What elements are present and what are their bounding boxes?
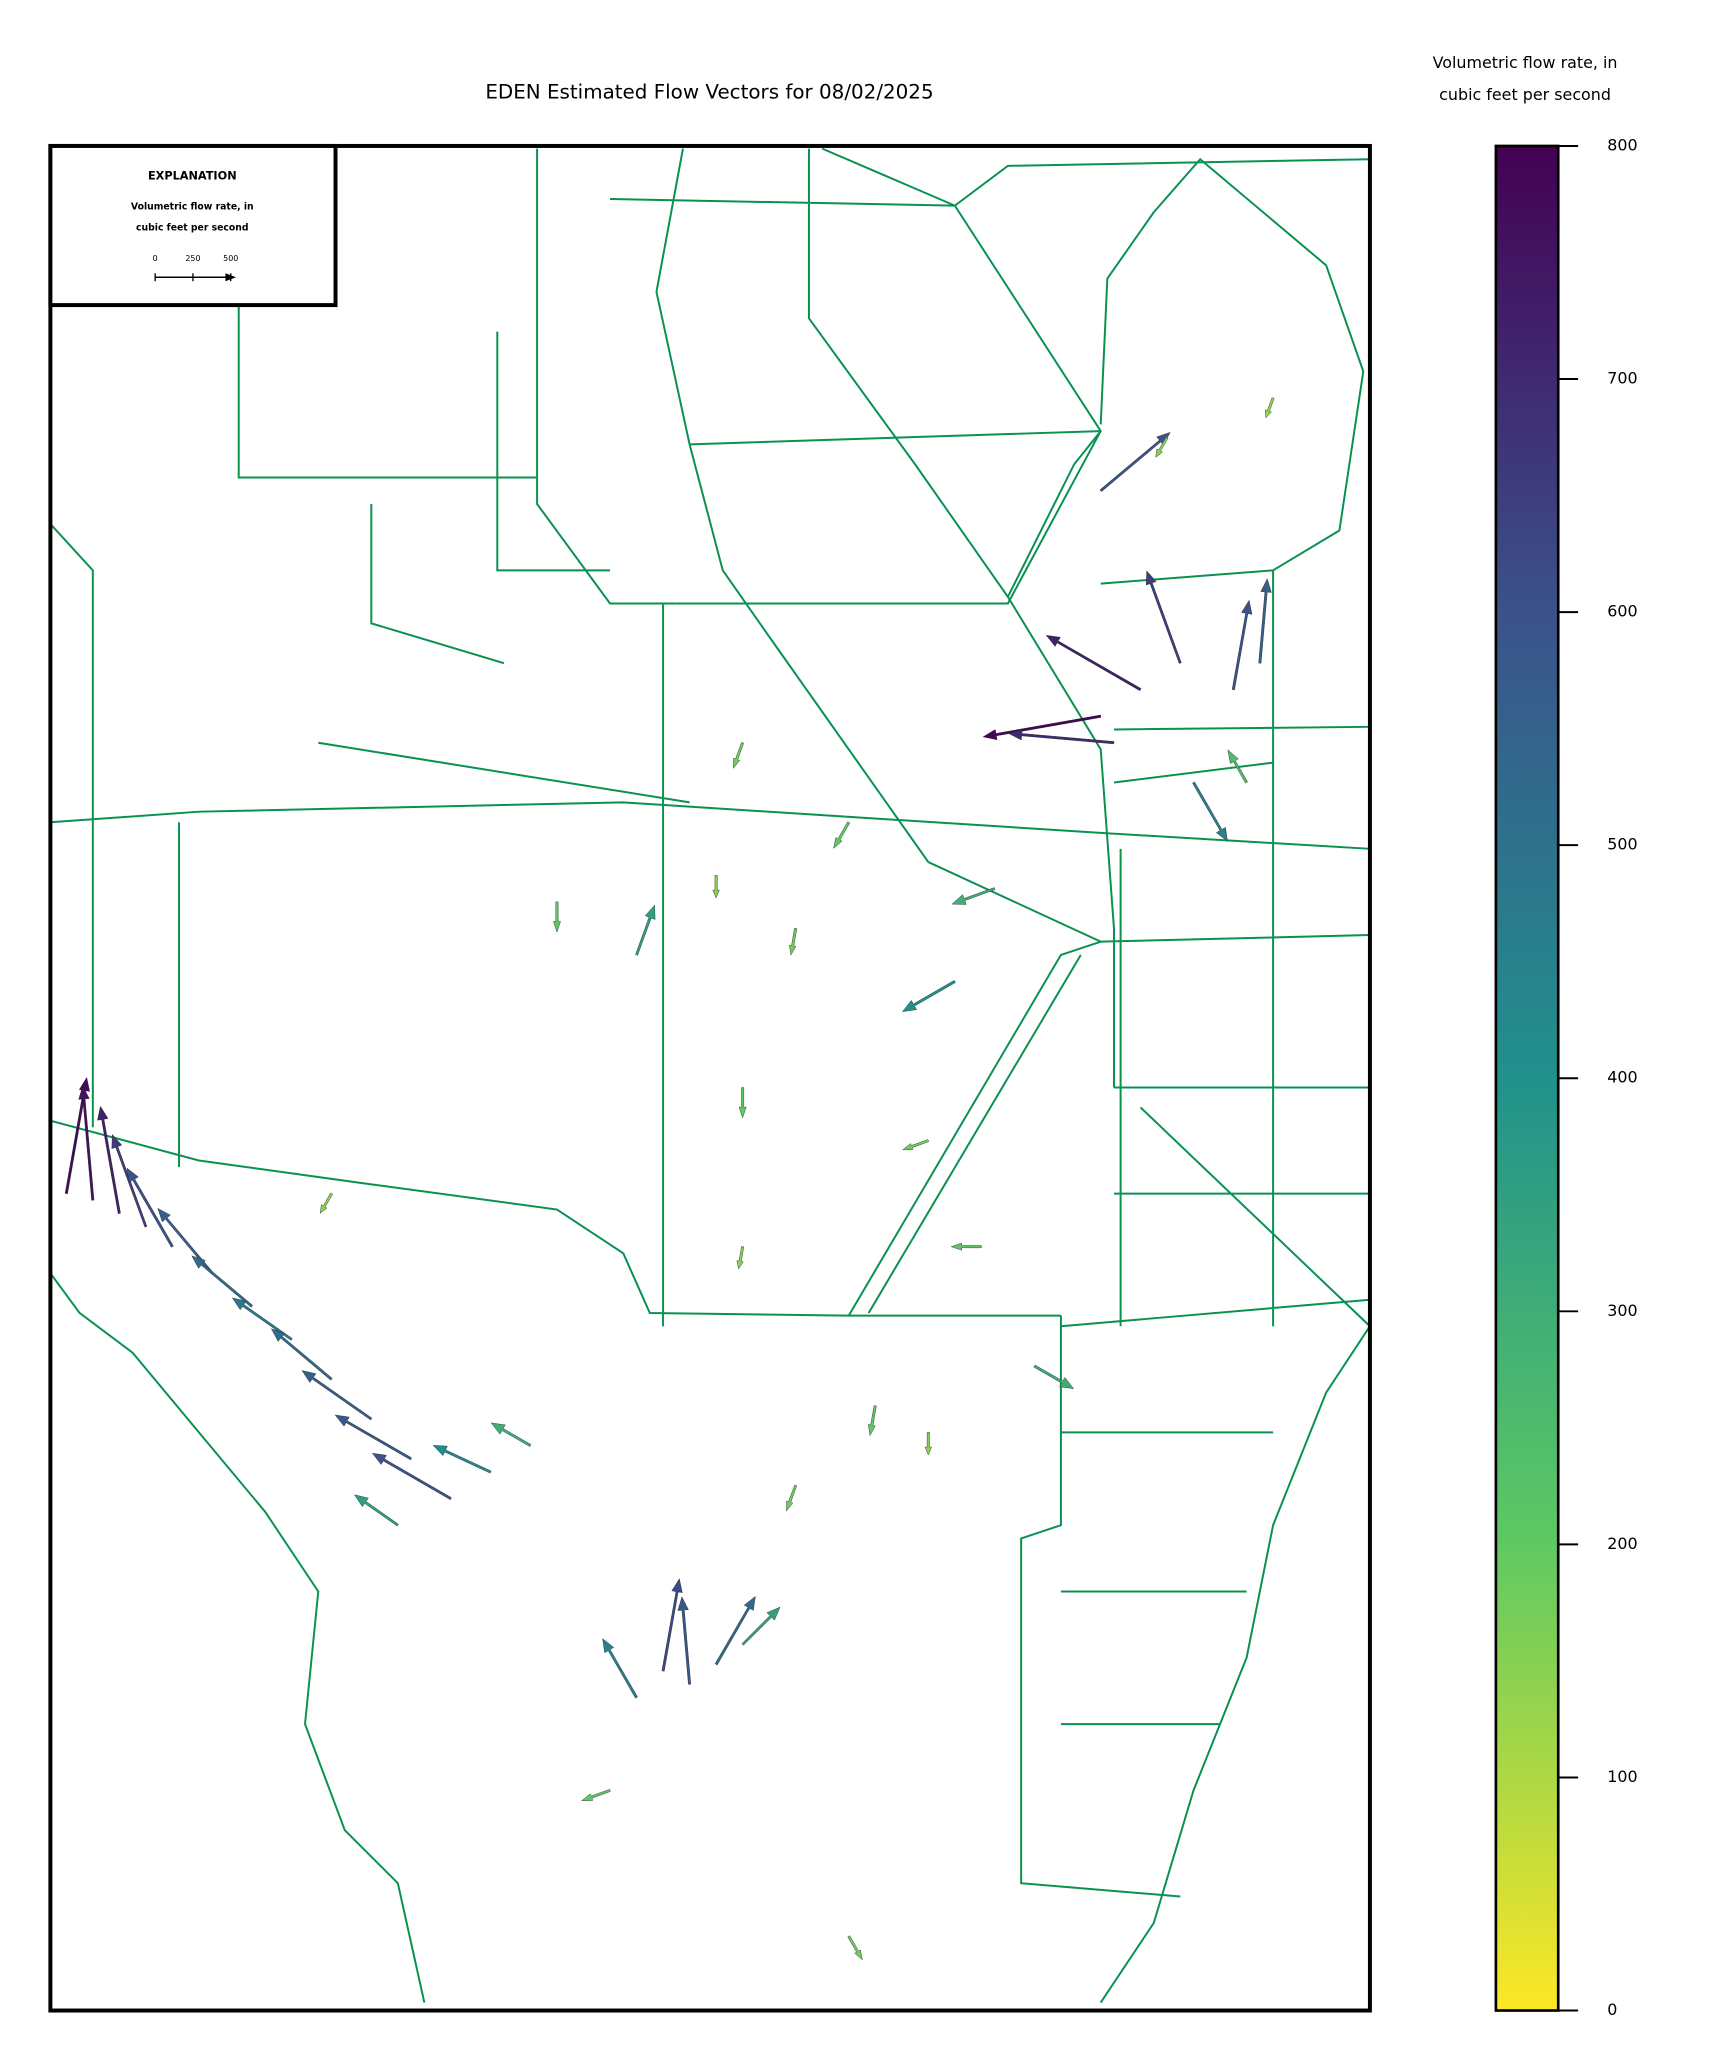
flow-vector [1008, 729, 1115, 745]
flow-vector [733, 742, 744, 769]
flow-vector [301, 1370, 373, 1421]
colorbar-tick-label: 0 [1607, 2000, 1617, 2019]
flow-vector [786, 1484, 798, 1512]
flow-vector [602, 1638, 638, 1699]
flow-vector [847, 1935, 863, 1961]
flow-vectors [64, 397, 1275, 1961]
key-arrowhead [225, 273, 237, 282]
map-linework [50, 147, 1370, 2004]
flow-vector [741, 1606, 781, 1646]
explanation-label: Volumetric flow rate, in [131, 201, 254, 212]
flow-vector [553, 901, 561, 933]
flow-vector [126, 1167, 174, 1248]
explanation-label: cubic feet per second [136, 223, 248, 234]
flow-vector [1192, 781, 1228, 842]
flow-vector [1045, 635, 1142, 692]
colorbar-tick-label: 300 [1607, 1301, 1637, 1320]
key-tick-label: 0 [153, 254, 158, 263]
title: EDEN Estimated Flow Vectors for 08/02/20… [485, 80, 933, 103]
flow-vector [1227, 749, 1248, 784]
colorbar [1494, 144, 1560, 2012]
flow-vector [789, 927, 798, 956]
flow-vector [371, 1453, 452, 1500]
flow-vector [1099, 432, 1171, 492]
flow-vector [157, 1207, 214, 1275]
colorbar-tick-label: 500 [1607, 835, 1637, 854]
colorbar-tick-label: 400 [1607, 1068, 1637, 1087]
flow-vector [1265, 397, 1275, 419]
flow-vector [951, 887, 996, 905]
colorbar-tick-label: 800 [1607, 135, 1637, 154]
flow-vector [738, 1087, 747, 1119]
flow-vector [191, 1255, 254, 1308]
flow-vector [581, 1789, 611, 1801]
flow-vector [736, 1246, 745, 1270]
colorbar-tick-label: 700 [1607, 369, 1637, 388]
flow-vector [97, 1105, 121, 1215]
flow-vector [1231, 599, 1253, 691]
flow-vector [902, 1139, 929, 1151]
flow-vector [432, 1445, 492, 1474]
flow-vector [490, 1422, 532, 1447]
colorbar-tick-label: 200 [1607, 1534, 1637, 1553]
colorbar-tick-label: 100 [1607, 1767, 1637, 1786]
flow-vector [924, 1432, 932, 1456]
flow-vector [270, 1328, 333, 1381]
flow-vector [833, 821, 851, 849]
flow-vector [319, 1192, 333, 1214]
flow-vector [677, 1596, 692, 1685]
colorbar-label: cubic feet per second [1439, 85, 1611, 104]
map-frame [48, 143, 1372, 2013]
flow-vector [78, 1085, 95, 1201]
flow-vector [867, 1405, 877, 1437]
flow-vector [1033, 1364, 1075, 1389]
flow-vector [661, 1578, 683, 1672]
flow-vector [64, 1076, 90, 1195]
flow-vector [901, 980, 956, 1012]
flow-vector [1258, 578, 1272, 664]
flow-vector [354, 1494, 399, 1527]
flow-vector [334, 1414, 412, 1461]
colorbar-tick-label: 600 [1607, 602, 1637, 621]
key-tick-label: 250 [185, 254, 200, 263]
explanation-title: EXPLANATION [148, 169, 237, 182]
flow-vector [635, 904, 656, 956]
flow-vector [1155, 436, 1169, 458]
flow-vector [982, 714, 1102, 741]
colorbar-label: Volumetric flow rate, in [1433, 53, 1618, 72]
key-tick-label: 500 [223, 254, 238, 263]
flow-vector [714, 1595, 756, 1666]
flow-vector [712, 875, 720, 899]
flow-vector [1145, 570, 1182, 664]
flow-vector [950, 1242, 982, 1251]
